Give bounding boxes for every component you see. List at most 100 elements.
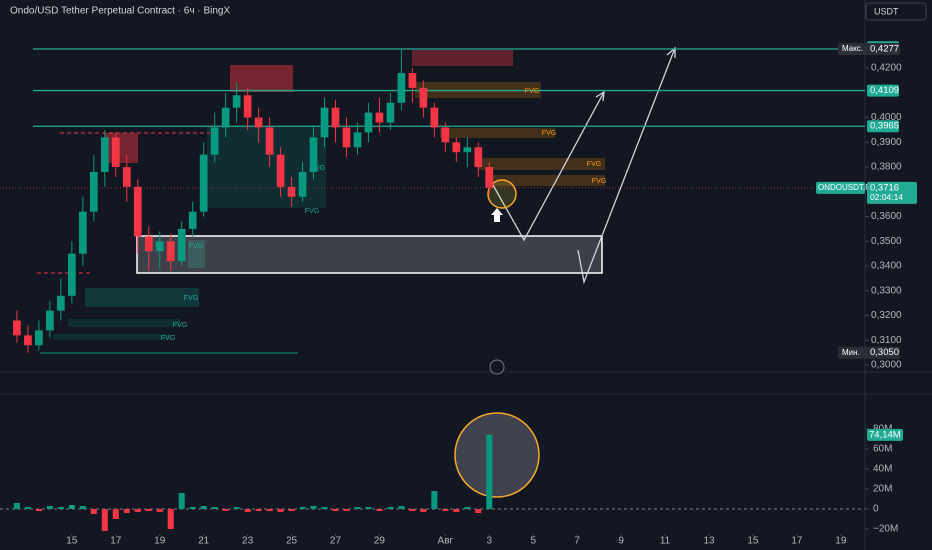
supply-zone [105, 133, 138, 163]
candle-body [122, 167, 131, 187]
volume-bar [398, 506, 405, 509]
fvg-label: FVG [542, 130, 556, 137]
currency-button[interactable] [865, 2, 927, 21]
max-label: 0,4277 [870, 44, 899, 55]
level-badge [867, 120, 899, 133]
price-tick-label: 0,3100 [871, 335, 902, 346]
volume-highlight [454, 412, 540, 498]
highlight-circle [487, 179, 517, 209]
x-tick-label: Авг [438, 536, 454, 547]
candle-body [463, 147, 472, 153]
price-tick-label: 0,3000 [871, 360, 902, 371]
candle-body [166, 241, 175, 262]
candle-body [155, 241, 164, 252]
events-icon[interactable] [489, 359, 505, 375]
price-tick-label: 0,3200 [871, 310, 902, 321]
arrow-head [666, 46, 676, 58]
candle-body [57, 295, 65, 311]
candle-body [375, 112, 384, 123]
level-label: 0,3965 [870, 121, 899, 132]
volume-bar [79, 506, 86, 509]
volume-bar [310, 506, 317, 509]
fvg-label: FVG [311, 165, 325, 172]
fvg-label: FVG [161, 335, 175, 342]
supply-zone [412, 50, 513, 66]
price-tick-label: 0,4200 [871, 63, 902, 74]
volume-bar [90, 509, 97, 514]
chart-title: Ondo/USD Tether Perpetual Contract · 6ч … [10, 6, 230, 17]
countdown: 02:04:14 [870, 192, 903, 202]
candle-body [364, 112, 373, 133]
supply-zone [230, 65, 293, 92]
candle-body [177, 228, 186, 262]
candle-body [386, 102, 395, 123]
volume-bar [409, 509, 416, 511]
volume-bar [442, 509, 449, 511]
x-tick-label: 29 [374, 536, 386, 547]
volume-bar [101, 509, 108, 531]
volume-bar [255, 509, 262, 511]
candle-body [353, 132, 362, 148]
price-tick-label: 0,3400 [871, 261, 902, 272]
candle-body [309, 137, 318, 173]
demand-box [136, 235, 603, 274]
candle-body [111, 137, 120, 168]
volume-bar [343, 509, 350, 511]
level-badge [867, 84, 899, 97]
x-tick-label: 25 [286, 536, 298, 547]
volume-last-label: 74,14M [869, 429, 901, 440]
volume-bar [420, 509, 427, 512]
candle-body [199, 154, 208, 212]
currency[interactable]: USDT [874, 6, 899, 16]
fvg-label: FVG [184, 295, 198, 302]
candle-body [68, 253, 76, 296]
candle-body [133, 186, 142, 237]
fvg-zone [478, 158, 605, 170]
candle-body [342, 127, 351, 148]
min-label: 0,3050 [870, 347, 899, 358]
price-tick-label: 0,3800 [871, 162, 902, 173]
volume-bar [68, 505, 75, 509]
volume-tick-label: 60M [873, 444, 892, 455]
volume-bar [178, 493, 185, 509]
fvg-zone [188, 240, 205, 268]
candle-body [419, 87, 428, 108]
volume-bar [13, 503, 20, 509]
volume-bar [46, 506, 53, 509]
candle-body [254, 117, 263, 128]
candle-body [474, 147, 483, 168]
fvg-label: FVG [592, 178, 606, 185]
volume-bar [387, 507, 394, 509]
min-badge [838, 346, 900, 359]
current-price-badge [867, 181, 917, 204]
volume-bar [365, 507, 372, 509]
volume-tick-label: 20M [873, 484, 892, 495]
price-tick-label: 0,3500 [871, 236, 902, 247]
candle-body [210, 127, 219, 155]
volume-bar [332, 509, 339, 511]
volume-bar [376, 509, 383, 511]
fvg-zone [68, 319, 180, 327]
fvg-label: FVG [587, 161, 601, 168]
candle-body [298, 172, 307, 197]
volume-bar [288, 509, 295, 511]
x-tick-label: 19 [154, 536, 166, 547]
x-tick-label: 23 [242, 536, 254, 547]
volume-bar [244, 509, 251, 512]
fvg-label: FVG [173, 322, 187, 329]
max-badge [838, 43, 900, 56]
x-tick-label: 11 [660, 536, 671, 547]
volume-bar [321, 507, 328, 509]
candle-body [89, 172, 98, 212]
candle-body [46, 310, 54, 331]
up-arrow-icon [491, 208, 503, 222]
candle-body [188, 211, 197, 229]
x-tick-label: 13 [703, 536, 715, 547]
candle-body [144, 236, 153, 252]
x-tick-label: 5 [530, 536, 536, 547]
volume-bar [222, 509, 229, 511]
current-symbol: ONDOUSDT.P [818, 183, 870, 192]
min-caption: Мин. [842, 348, 860, 357]
candle-body [408, 73, 417, 88]
